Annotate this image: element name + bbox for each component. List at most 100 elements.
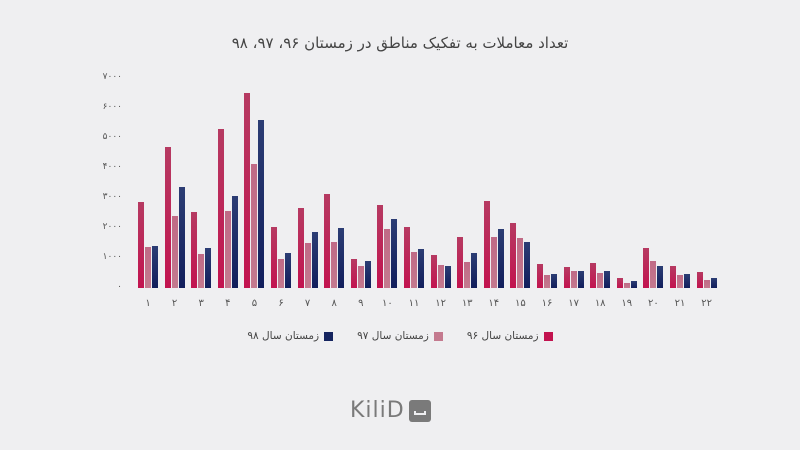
bar-series-2 [623,282,630,288]
x-axis-tick: ۱ [145,298,151,309]
bar-series-2 [544,275,550,288]
y-axis-tick: ۶۰۰۰ [102,102,122,112]
bar-series-3 [205,248,212,288]
y-axis-tick: ۳۰۰۰ [102,192,122,202]
x-axis-tick: ۶ [278,298,284,309]
y-axis-tick: ۵۰۰۰ [102,132,122,142]
bar-chart: ۰ ۱۰۰۰ ۲۰۰۰ ۳۰۰۰ ۴۰۰۰ ۵۰۰۰ ۶۰۰۰ ۷۰۰۰ ۱ ۲ ۳ ۴ ۵ ۶ ۷ ۸ ۹ ۱۰… [102,72,717,309]
bar-series-1 [616,278,623,288]
bar-series-3 [178,186,185,288]
legend: زمستان سال ۹۶ زمستان سال ۹۷ زمستان سال ۹… [0,330,800,342]
bar-series-1 [590,263,597,288]
bar-series-2 [278,258,284,288]
bar-series-3 [285,252,291,288]
bar-series-2 [597,273,604,288]
bar-series-3 [604,270,611,288]
x-axis-tick: ۱۸ [594,298,606,309]
bar-series-3 [231,195,238,288]
x-axis-tick: ۱۲ [435,298,446,309]
bar-series-1 [483,201,490,288]
bar-series-2 [171,216,178,288]
bar-series-2 [490,237,497,288]
bar-series-2 [517,237,524,288]
x-axis-tick: ۳ [198,298,204,309]
x-axis-tick: ۲۱ [674,298,686,309]
y-axis-tick: ۲۰۰۰ [102,222,122,232]
x-axis-tick: ۹ [358,298,364,309]
bar-series-3 [710,278,717,288]
x-axis-tick: ۱۴ [488,298,500,309]
bar-series-1 [430,255,437,288]
x-axis-tick: ۱۰ [382,298,393,309]
bar-series-2 [570,270,577,288]
bar-series-1 [164,147,171,288]
bar-series-2 [437,264,444,288]
kilid-logo: KiliD [350,398,431,423]
chart-title: تعداد معاملات به تفکیک مناطق در زمستان ۹… [231,34,569,52]
bar-series-1 [350,258,357,288]
bar-series-2 [464,261,471,288]
bar-series-1 [563,267,570,288]
x-axis-tick: ۲۲ [701,298,712,309]
bar-series-2 [357,266,364,288]
x-axis-tick: ۱۷ [568,298,579,309]
bar-series-1 [457,237,464,288]
x-axis-tick: ۱۳ [461,298,473,309]
bar-series-2 [198,254,205,288]
bar-series-3 [630,281,637,288]
bar-series-2 [650,261,657,288]
legend-swatch-icon [433,331,443,341]
legend-item-97: زمستان سال ۹۷ [357,330,443,342]
x-axis-tick: ۴ [225,298,231,309]
bar-series-1 [377,204,384,288]
bar-series-3 [364,261,371,288]
bar-series-3 [338,228,345,288]
legend-label: زمستان سال ۹۷ [357,330,429,342]
x-axis-tick: ۱۹ [621,298,633,309]
legend-item-98: زمستان سال ۹۸ [247,330,334,342]
bar-series-3 [524,242,531,288]
bar-series-3 [577,270,584,288]
bar-series-1 [537,264,543,288]
bar-series-1 [297,207,304,288]
legend-label: زمستان سال ۹۶ [466,330,539,342]
bar-series-3 [657,266,664,288]
legend-label: زمستان سال ۹۸ [247,330,320,342]
legend-item-96: زمستان سال ۹۶ [467,330,553,342]
bar-series-2 [224,210,231,288]
y-axis-tick: ۴۰۰۰ [102,162,122,172]
bar-series-2 [145,246,151,288]
bar-series-1 [191,212,198,288]
bar-series-1 [244,93,251,288]
bar-series-3 [471,252,478,288]
x-axis-tick: ۷ [304,298,311,309]
y-axis-tick: ۰ [117,282,122,292]
bar-series-3 [684,273,690,288]
bar-series-1 [324,194,331,288]
bar-series-1 [138,201,144,288]
x-axis-tick: ۵ [251,298,258,309]
bar-series-2 [677,275,683,288]
bar-series-3 [551,273,557,288]
legend-swatch-icon [543,331,553,341]
x-axis-tick: ۸ [331,298,337,309]
bar-series-1 [510,222,517,288]
bar-series-2 [304,243,311,288]
legend-swatch-icon [324,331,334,341]
bar-series-2 [331,242,338,288]
bar-series-3 [152,246,158,288]
bar-series-2 [703,279,710,288]
bar-series-1 [404,227,410,288]
x-axis-tick: ۱۶ [541,298,553,309]
x-axis-tick: ۱۱ [408,298,420,309]
bar-series-2 [384,228,391,288]
y-axis-tick: ۷۰۰۰ [102,72,122,82]
bar-series-3 [418,249,424,288]
bar-series-2 [411,252,417,288]
bar-series-1 [643,248,650,288]
bar-series-3 [497,228,504,288]
bar-series-1 [696,272,703,288]
bar-series-1 [670,266,676,288]
y-axis-tick: ۱۰۰۰ [102,252,122,262]
bar-series-1 [217,129,224,288]
